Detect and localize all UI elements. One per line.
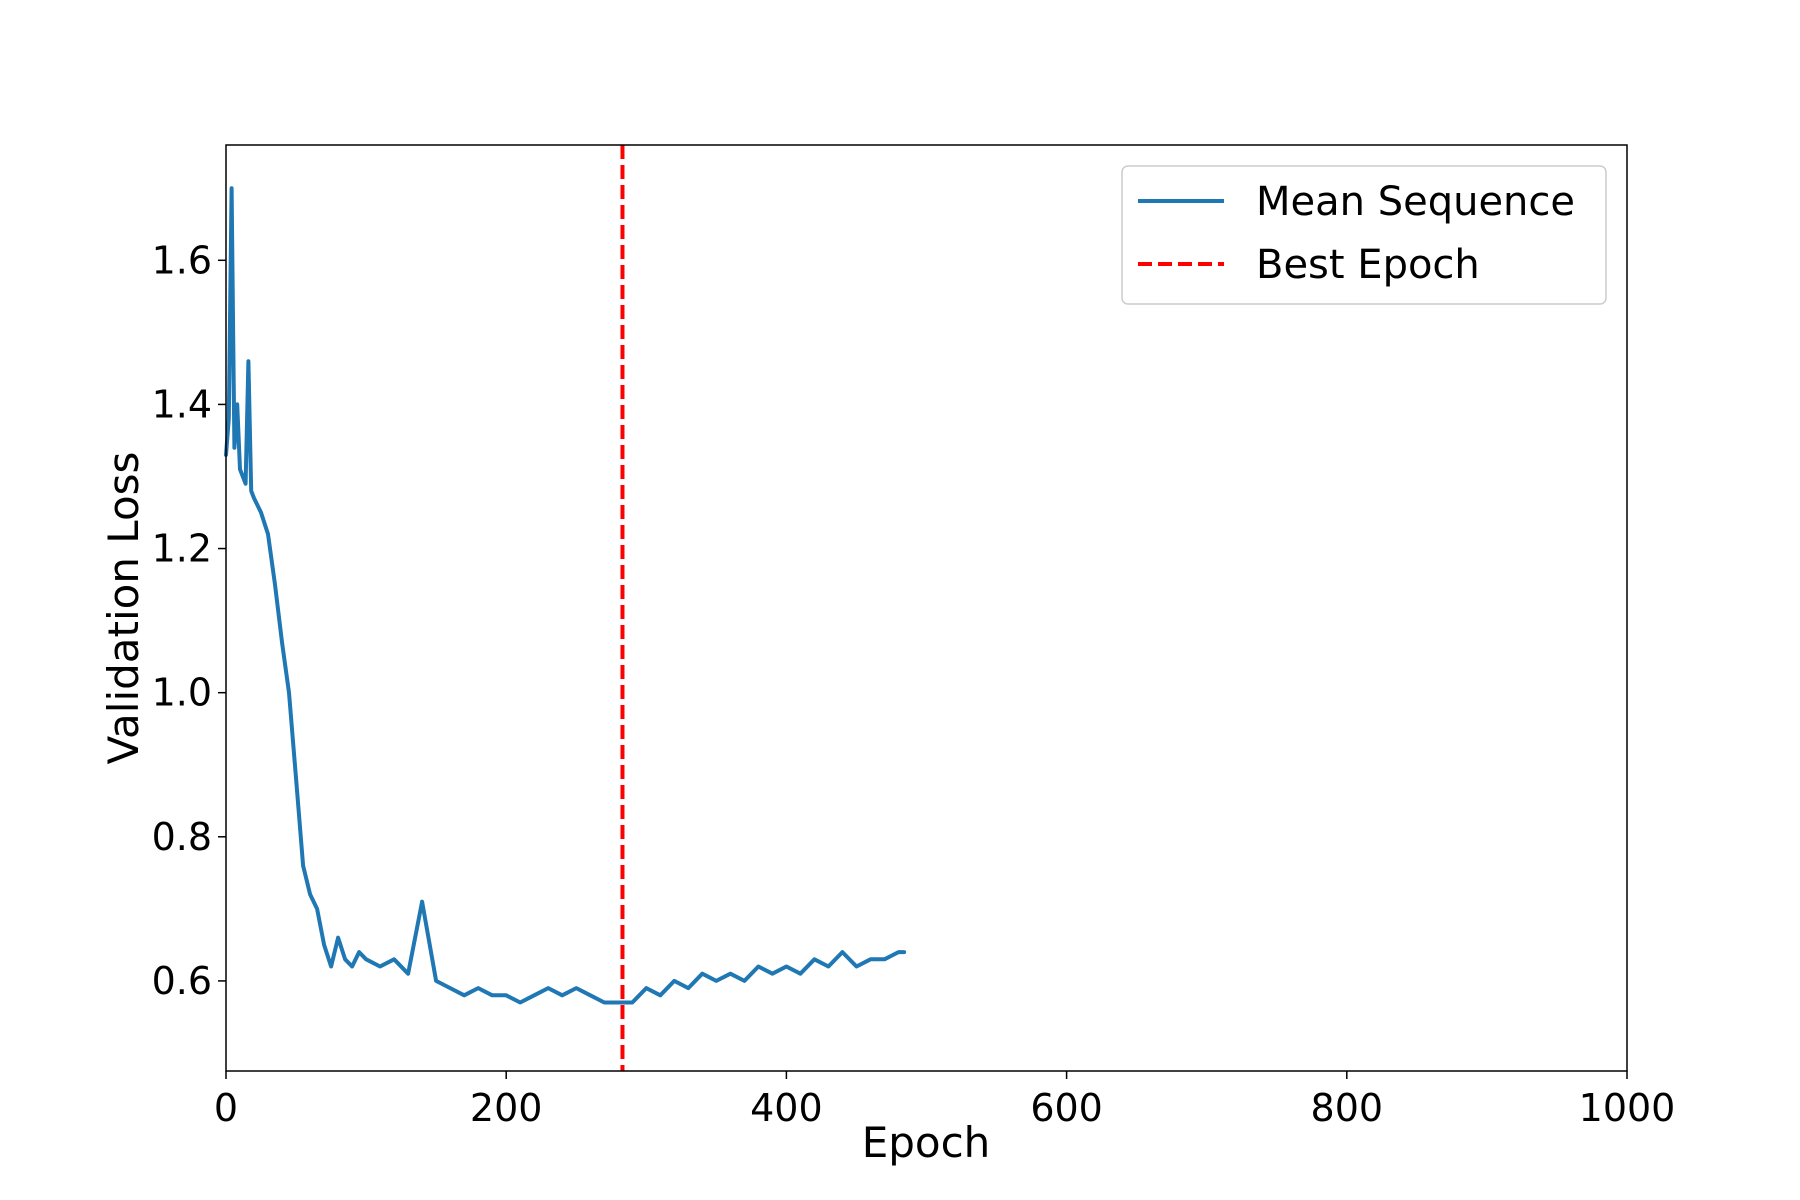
y-tick-label: 1.6 <box>152 238 212 282</box>
y-tick-label: 0.8 <box>152 815 212 859</box>
legend: Mean Sequence Best Epoch <box>1121 165 1607 305</box>
plot-frame <box>225 144 1628 1072</box>
legend-label-best-epoch: Best Epoch <box>1256 242 1480 288</box>
y-axis-ticks: 0.6 0.8 1.0 1.2 1.4 1.6 <box>152 238 226 1003</box>
x-axis-title: Epoch <box>862 1118 991 1167</box>
x-tick-label: 400 <box>750 1086 823 1130</box>
y-axis-title: Validation Loss <box>99 452 148 765</box>
x-tick-label: 1000 <box>1579 1086 1676 1130</box>
x-axis-ticks: 0 200 400 600 800 1000 <box>214 1071 1675 1130</box>
x-tick-label: 0 <box>214 1086 238 1130</box>
x-tick-label: 200 <box>470 1086 543 1130</box>
x-tick-label: 800 <box>1311 1086 1384 1130</box>
y-tick-label: 0.6 <box>152 959 212 1003</box>
y-tick-label: 1.4 <box>152 382 212 426</box>
mean-sequence-line <box>224 186 907 1005</box>
legend-label-mean-sequence: Mean Sequence <box>1256 179 1575 225</box>
y-tick-label: 1.2 <box>152 527 212 571</box>
x-tick-label: 600 <box>1030 1086 1103 1130</box>
legend-box <box>1121 165 1607 305</box>
y-tick-label: 1.0 <box>152 671 212 715</box>
